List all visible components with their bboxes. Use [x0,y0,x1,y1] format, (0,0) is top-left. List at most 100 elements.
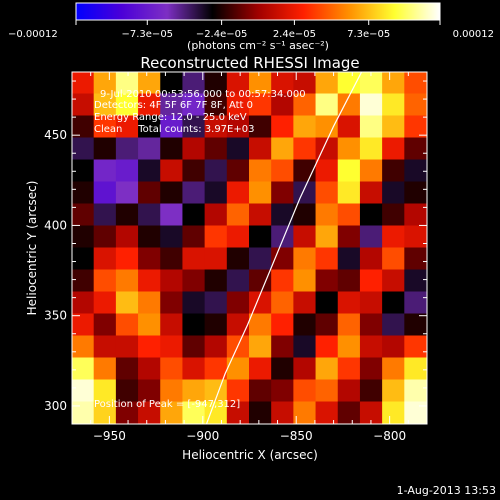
heatmap-cell [160,159,184,183]
heatmap-cell [382,225,406,249]
heatmap-cell [293,401,317,424]
heatmap-cell [115,335,140,359]
heatmap-cell [204,72,228,95]
heatmap-cell [249,379,273,403]
heatmap-cell [226,313,250,337]
heatmap-cell [271,93,295,117]
heatmap-cell [204,203,228,227]
heatmap-cell [315,401,339,424]
heatmap-cell [404,401,427,424]
heatmap-cell [72,115,95,139]
y-tick-label: 400 [44,218,67,232]
heatmap-cell [226,72,250,95]
heatmap-cell [182,159,206,183]
heatmap-cell [315,247,339,271]
heatmap-cell [226,269,250,293]
heatmap-cell [93,247,117,271]
annotation-detectors: Detectors: 4F 5F 6F 7F 8F, Att 0 [94,100,253,111]
heatmap-cell [293,203,317,227]
colorbar-units-label: (photons cm⁻² s⁻¹ asec⁻²) [187,39,329,52]
heatmap-cell [160,379,184,403]
heatmap-cell [359,93,384,117]
heatmap-cell [293,137,317,161]
heatmap-cell [249,357,273,381]
x-tick-label: −950 [93,429,126,443]
heatmap-cell [293,269,317,293]
heatmap-cell [359,137,384,161]
heatmap-cell [249,181,273,205]
heatmap-cell [226,335,250,359]
heatmap-cell [115,401,140,424]
heatmap-cell [404,115,427,139]
heatmap-cell [359,291,384,315]
heatmap-cell [249,203,273,227]
heatmap-cell [182,269,206,293]
heatmap-cell [359,181,384,205]
heatmap-cell [182,137,206,161]
heatmap-cell [404,181,427,205]
heatmap-cell [337,137,361,161]
heatmap-cell [138,313,162,337]
heatmap-cell [271,159,295,183]
heatmap-cell [293,93,317,117]
x-axis-label: Heliocentric X (arcsec) [182,448,318,462]
heatmap-cell [382,291,406,315]
heatmap-cell [138,335,162,359]
colorbar-tick-label: −2.4e−05 [196,29,248,40]
heatmap-cell [93,225,117,249]
heatmap-cell [359,335,384,359]
heatmap-cell [204,335,228,359]
heatmap-cell [182,72,206,95]
y-tick-label: 450 [44,128,67,142]
heatmap-cell [138,247,162,271]
heatmap-cell [382,203,406,227]
heatmap-cell [271,181,295,205]
heatmap-cell [293,357,317,381]
heatmap-cell [160,357,184,381]
heatmap-cell [404,379,427,403]
heatmap-cell [93,291,117,315]
heatmap-cell [93,313,117,337]
heatmap-cell [315,72,339,95]
heatmap-cell [359,225,384,249]
annotation-energy-range: Energy Range: 12.0 - 25.0 keV [94,112,247,123]
annotation-peak-position: Position of Peak = [-947,312] [94,399,240,410]
heatmap-cell [72,225,95,249]
heatmap-cell [359,379,384,403]
heatmap-cell [293,115,317,139]
heatmap-cell [72,203,95,227]
heatmap-cell [138,159,162,183]
heatmap-cell [382,72,406,95]
heatmap-cell [382,115,406,139]
heatmap-cell [249,291,273,315]
heatmap-cell [271,291,295,315]
heatmap-cell [182,181,206,205]
heatmap-cell [404,269,427,293]
heatmap-cell [293,181,317,205]
heatmap-cell [115,159,140,183]
heatmap-cell [337,401,361,424]
plot-frame [71,71,428,425]
heatmap-cell [315,291,339,315]
heatmap-cell [72,93,95,117]
heatmap-cell [249,269,273,293]
heatmap-cell [337,335,361,359]
heatmap-cell [93,335,117,359]
heatmap-cell [382,93,406,117]
heatmap-cell [226,159,250,183]
heatmap-cell [72,269,95,293]
heatmap-cell [249,335,273,359]
heatmap-cell [204,313,228,337]
heatmap-cell [359,247,384,271]
heatmap-cell [382,269,406,293]
heatmap [72,72,427,424]
heatmap-cell [271,335,295,359]
heatmap-cell [115,203,140,227]
heatmap-cell [249,137,273,161]
colorbar-tick-label: −7.3e−05 [122,29,174,40]
heatmap-cell [249,401,273,424]
heatmap-cell [204,247,228,271]
heatmap-cell [337,379,361,403]
heatmap-cell [315,313,339,337]
heatmap-cell [115,137,140,161]
